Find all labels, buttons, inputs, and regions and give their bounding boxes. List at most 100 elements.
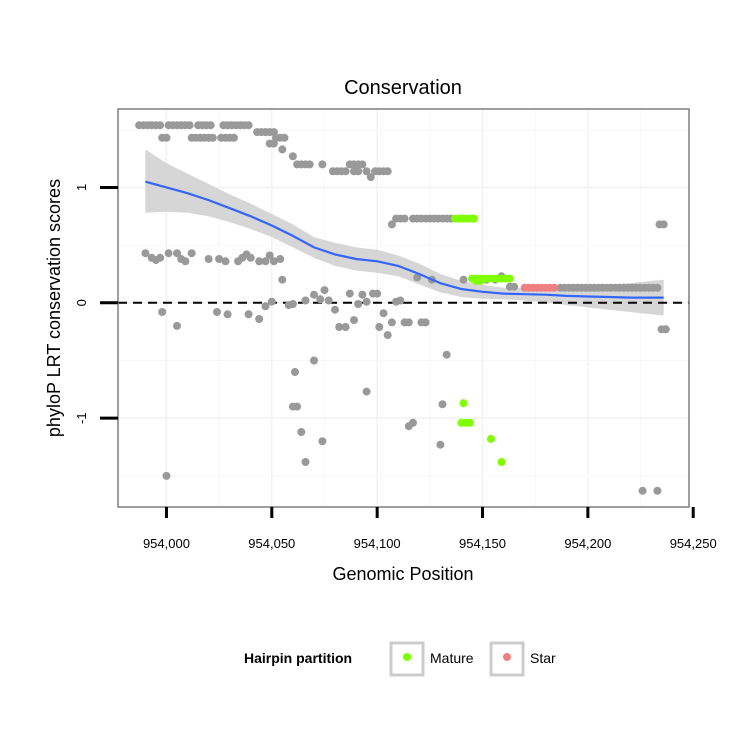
plot-border bbox=[117, 108, 690, 508]
point-other bbox=[375, 323, 384, 331]
point-other bbox=[310, 356, 318, 365]
point-other bbox=[288, 152, 297, 161]
point-other bbox=[362, 387, 371, 396]
legend-label-star: Star bbox=[530, 650, 556, 666]
y-tick-label: 1 bbox=[74, 184, 89, 191]
data-points bbox=[135, 121, 670, 495]
point-other bbox=[162, 133, 171, 142]
smooth-trend-line bbox=[145, 180, 664, 299]
point-other bbox=[185, 121, 194, 130]
point-other bbox=[173, 321, 181, 330]
point-star bbox=[550, 283, 559, 292]
point-other bbox=[316, 295, 325, 304]
point-other bbox=[442, 350, 451, 359]
legend: Hairpin partition Mature Star bbox=[244, 641, 556, 677]
point-other bbox=[187, 249, 196, 258]
point-other bbox=[661, 325, 670, 334]
point-mature bbox=[470, 214, 479, 223]
point-other bbox=[358, 160, 367, 169]
point-other bbox=[244, 310, 253, 319]
legend-key-mature-box bbox=[389, 641, 425, 677]
point-other bbox=[404, 318, 413, 327]
legend-key-mature bbox=[403, 653, 411, 661]
point-other bbox=[459, 275, 468, 284]
y-tick-label: -1 bbox=[74, 412, 89, 424]
point-other bbox=[293, 402, 302, 411]
point-other bbox=[350, 316, 358, 325]
point-mature bbox=[465, 418, 474, 427]
point-other bbox=[278, 275, 287, 284]
point-other bbox=[280, 133, 289, 142]
point-other bbox=[358, 290, 367, 299]
point-other bbox=[255, 257, 264, 266]
point-other bbox=[156, 121, 165, 130]
point-other bbox=[341, 167, 350, 176]
point-other bbox=[366, 173, 375, 182]
point-other bbox=[438, 400, 447, 409]
point-mature bbox=[486, 434, 495, 443]
point-other bbox=[318, 437, 327, 446]
point-mature bbox=[505, 274, 514, 283]
point-other bbox=[269, 257, 278, 266]
point-other bbox=[229, 133, 238, 142]
point-other bbox=[331, 305, 339, 314]
point-other bbox=[158, 308, 167, 316]
x-tick-label: 954,100 bbox=[354, 536, 401, 551]
point-other bbox=[215, 255, 224, 263]
point-other bbox=[320, 286, 329, 295]
y-axis: -1 0 1 bbox=[74, 184, 118, 424]
point-mature bbox=[497, 458, 506, 466]
x-axis: 954,000 954,050 954,100 954,150 954,200 954,2… bbox=[143, 507, 717, 551]
point-other bbox=[653, 283, 662, 292]
point-other bbox=[301, 458, 310, 466]
point-other bbox=[400, 214, 409, 223]
point-other bbox=[276, 255, 285, 263]
point-mature bbox=[459, 399, 468, 408]
point-other bbox=[206, 121, 215, 130]
point-other bbox=[261, 302, 270, 311]
point-other bbox=[318, 160, 327, 169]
point-other bbox=[310, 290, 318, 299]
point-other bbox=[246, 253, 255, 262]
chart-title: Conservation bbox=[344, 77, 462, 99]
x-tick-label: 954,250 bbox=[670, 536, 717, 551]
point-other bbox=[291, 368, 299, 376]
point-other bbox=[387, 220, 396, 229]
point-other bbox=[421, 318, 430, 327]
point-other bbox=[383, 331, 392, 340]
point-other bbox=[354, 300, 363, 308]
point-other bbox=[269, 139, 278, 148]
x-tick-label: 954,200 bbox=[564, 536, 611, 551]
point-other bbox=[221, 257, 230, 266]
point-other bbox=[164, 249, 173, 258]
point-other bbox=[436, 440, 445, 449]
point-other bbox=[173, 249, 181, 258]
point-other bbox=[362, 297, 371, 306]
point-other bbox=[413, 273, 422, 282]
x-axis-label: Genomic Position bbox=[332, 564, 473, 584]
x-tick-label: 954,000 bbox=[143, 536, 190, 551]
legend-key-star bbox=[503, 653, 511, 661]
point-other bbox=[653, 486, 662, 495]
point-other bbox=[383, 167, 392, 176]
point-other bbox=[335, 323, 344, 331]
point-other bbox=[156, 253, 165, 262]
y-axis-label: phyloP LRT conservation scores bbox=[44, 179, 64, 437]
point-other bbox=[244, 121, 253, 130]
point-other bbox=[265, 251, 274, 260]
point-other bbox=[354, 167, 363, 176]
point-other bbox=[261, 257, 270, 266]
x-tick-label: 954,050 bbox=[248, 536, 295, 551]
point-other bbox=[288, 300, 297, 308]
y-tick-label: 0 bbox=[74, 299, 89, 306]
point-other bbox=[162, 471, 171, 480]
point-other bbox=[510, 282, 519, 291]
point-other bbox=[267, 297, 276, 306]
point-other bbox=[387, 318, 396, 327]
point-other bbox=[305, 160, 314, 169]
point-other bbox=[362, 167, 371, 176]
confidence-band bbox=[145, 149, 664, 316]
point-other bbox=[341, 323, 350, 331]
x-tick-label: 954,150 bbox=[459, 536, 506, 551]
